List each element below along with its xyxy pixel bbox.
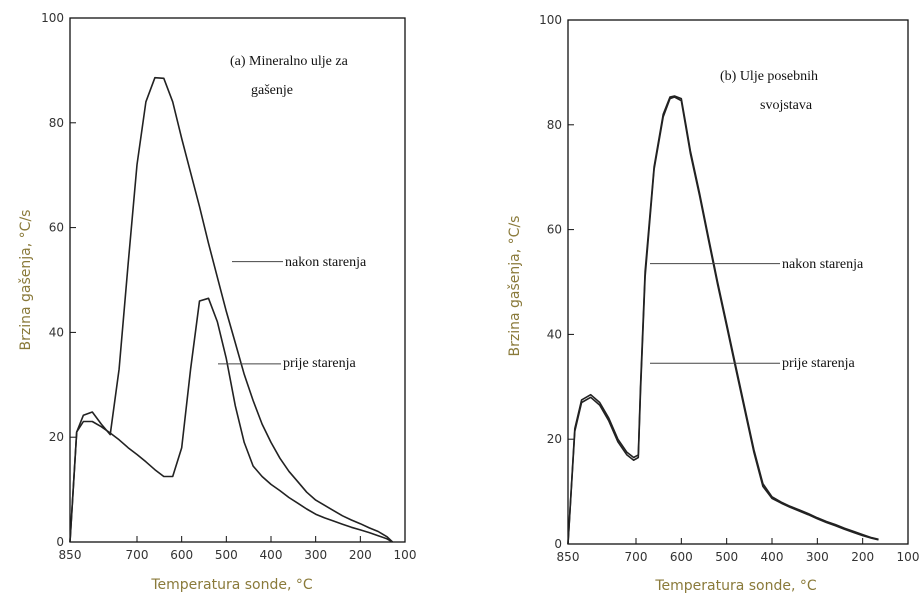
chart-a-x-ticks: 850 700 600 500 400 300 200 100 bbox=[59, 536, 417, 562]
chart-a-x-tick-label: 850 bbox=[59, 548, 82, 562]
chart-b-x-tick-label: 500 bbox=[715, 550, 738, 564]
chart-a-x-tick-label: 200 bbox=[349, 548, 372, 562]
chart-a-x-tick-label: 400 bbox=[260, 548, 283, 562]
chart-a-title-line-1: (a) Mineralno ulje za bbox=[230, 54, 349, 69]
chart-b-x-tick-label: 300 bbox=[806, 550, 829, 564]
chart-b-x-tick-label: 400 bbox=[761, 550, 784, 564]
chart-a-y-tick-label: 60 bbox=[49, 221, 64, 235]
chart-b-y-tick-label: 80 bbox=[547, 118, 562, 132]
chart-b-x-label: Temperatura sonde, °C bbox=[654, 578, 817, 594]
chart-a-y-tick-label: 0 bbox=[56, 535, 64, 549]
chart-b-title-line-2: svojstava bbox=[760, 98, 813, 113]
chart-a-leaders bbox=[218, 261, 283, 365]
chart-b-y-tick-label: 100 bbox=[539, 13, 562, 27]
chart-b-label-nakon: nakon starenja bbox=[782, 257, 864, 272]
chart-b-title-line-1: (b) Ulje posebnih bbox=[720, 69, 818, 84]
chart-a-x-tick-label: 500 bbox=[215, 548, 238, 562]
chart-b-y-tick-label: 40 bbox=[547, 327, 562, 341]
chart-b-x-tick-label: 600 bbox=[670, 550, 693, 564]
chart-b-y-tick-label: 20 bbox=[547, 432, 562, 446]
chart-a-x-tick-label: 300 bbox=[304, 548, 327, 562]
chart-b-y-ticks: 0 20 40 60 80 100 bbox=[539, 13, 574, 551]
chart-a-y-label: Brzina gašenja, °C/s bbox=[18, 210, 34, 351]
chart-a-series-nakon-starenja bbox=[69, 76, 394, 543]
chart-b-y-tick-label: 0 bbox=[554, 537, 562, 551]
chart-a-x-tick-label: 100 bbox=[394, 548, 417, 562]
chart-a-label-prije: prije starenja bbox=[283, 356, 356, 371]
chart-a-curves bbox=[69, 76, 394, 543]
chart-a-x-tick-label: 600 bbox=[170, 548, 193, 562]
chart-a-x-tick-label: 700 bbox=[126, 548, 149, 562]
chart-a-y-tick-label: 100 bbox=[41, 11, 64, 25]
chart-a-label-nakon: nakon starenja bbox=[285, 255, 367, 270]
chart-a-y-ticks: 0 20 40 60 80 100 bbox=[41, 11, 76, 549]
chart-b-x-ticks: 850 700 600 500 400 300 200 100 bbox=[557, 538, 920, 564]
chart-a-frame bbox=[69, 17, 406, 543]
chart-b-x-tick-label: 850 bbox=[557, 550, 580, 564]
chart-a-series-prije-starenja bbox=[69, 297, 393, 543]
chart-b-y-tick-label: 60 bbox=[547, 223, 562, 237]
chart-b-frame bbox=[567, 19, 909, 545]
chart-b-label-prije: prije starenja bbox=[782, 356, 855, 371]
chart-b-series-nakon-starenja bbox=[567, 95, 879, 545]
chart-b-series-prije-starenja bbox=[567, 96, 879, 545]
chart-b-y-label: Brzina gašenja, °C/s bbox=[507, 216, 523, 357]
chart-b-leaders bbox=[650, 263, 780, 364]
chart-a: 0 20 40 60 80 100 850 700 600 500 400 300 200 100 (a… bbox=[18, 11, 416, 593]
chart-b: 0 20 40 60 80 100 850 700 600 500 400 300 200 100 (b… bbox=[507, 13, 919, 594]
chart-b-x-tick-label: 100 bbox=[897, 550, 920, 564]
chart-b-x-tick-label: 200 bbox=[851, 550, 874, 564]
chart-b-curves bbox=[567, 95, 879, 545]
chart-a-x-label: Temperatura sonde, °C bbox=[150, 577, 313, 593]
chart-a-y-tick-label: 80 bbox=[49, 116, 64, 130]
chart-a-y-tick-label: 20 bbox=[49, 430, 64, 444]
chart-a-title-line-2: gašenje bbox=[251, 83, 293, 98]
chart-b-x-tick-label: 700 bbox=[625, 550, 648, 564]
chart-a-y-tick-label: 40 bbox=[49, 325, 64, 339]
